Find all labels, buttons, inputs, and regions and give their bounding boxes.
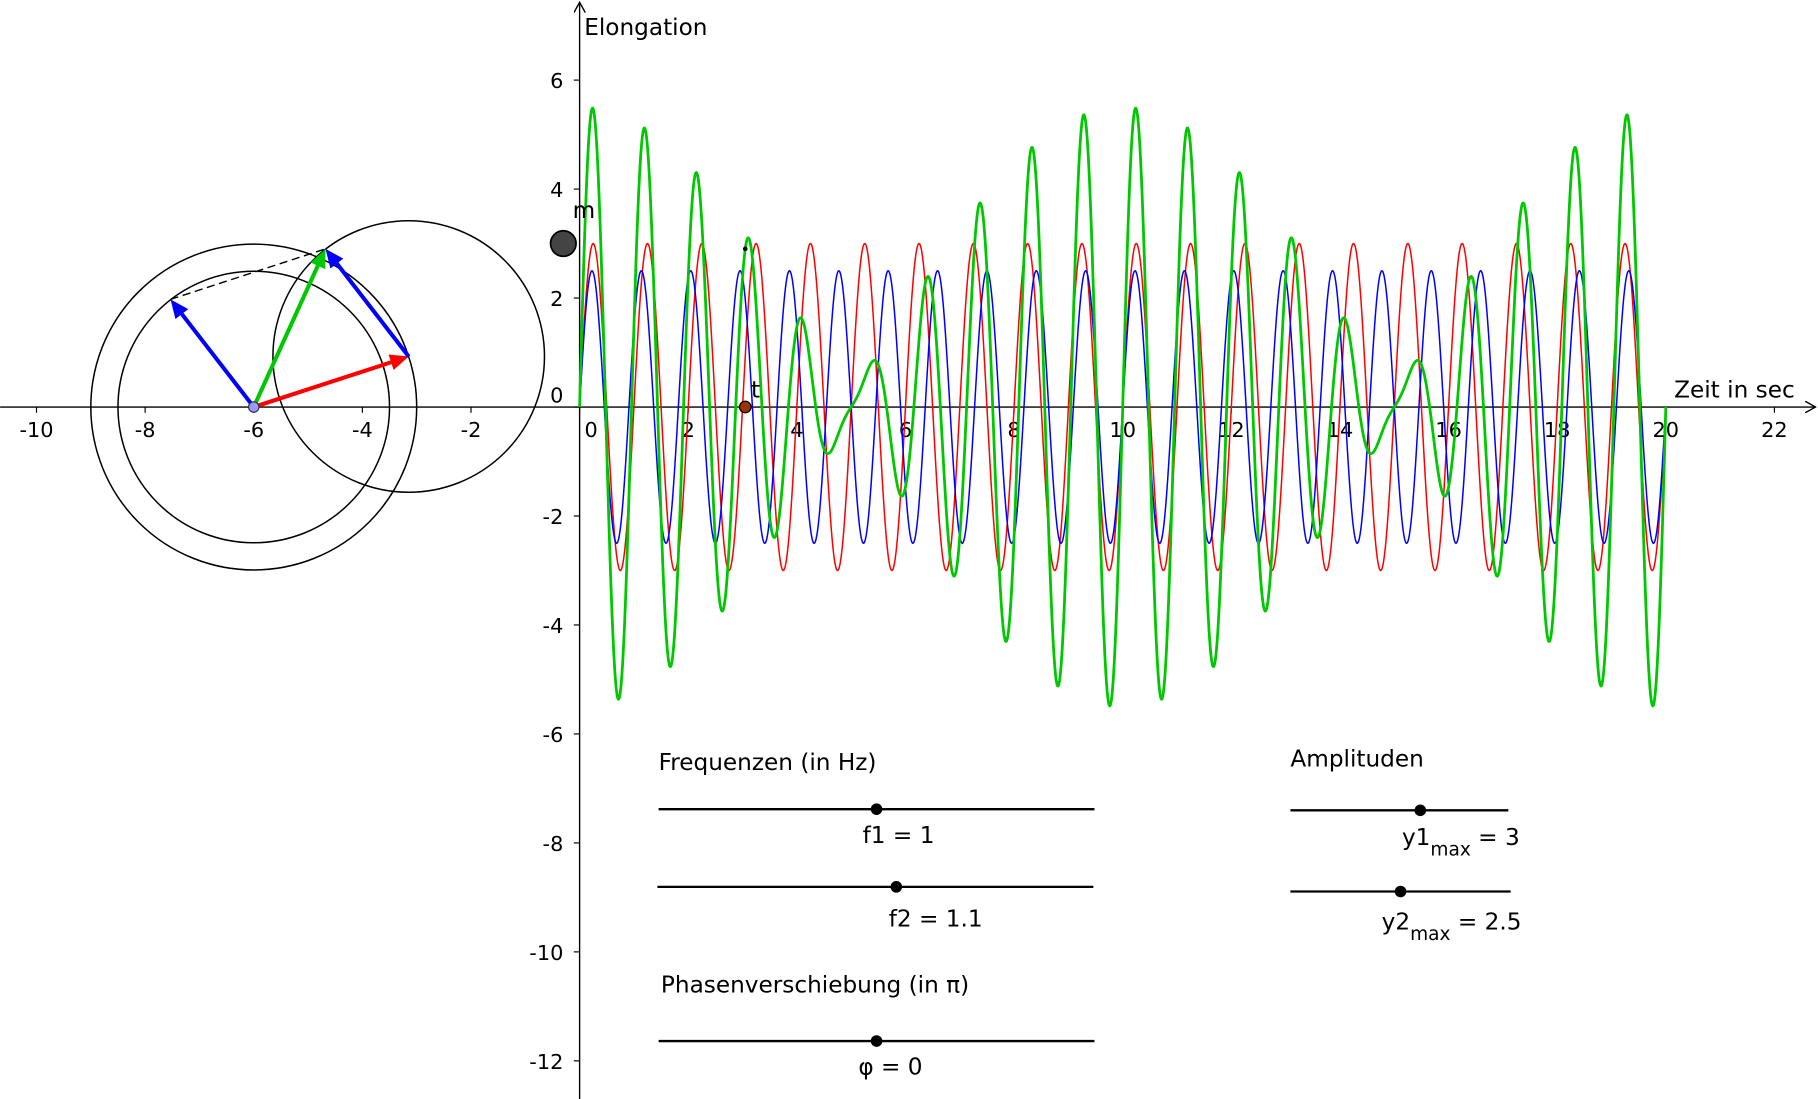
label-part: y1 (1402, 824, 1430, 851)
point-label: t (751, 377, 760, 404)
slider-label: y2max = 2.5 (1382, 909, 1522, 945)
dashed-line (170, 248, 326, 301)
vector (180, 312, 256, 409)
slider-handle[interactable] (1414, 804, 1427, 817)
phasor-circle (117, 270, 391, 544)
phasor-circle (272, 219, 546, 494)
slider-group-title: Amplituden (1290, 745, 1423, 772)
vector (335, 262, 411, 358)
label-part: = 2.5 (1450, 909, 1521, 936)
vector-head (170, 299, 189, 320)
y-tick-label: -6 (543, 723, 564, 747)
y-tick-label: -10 (529, 941, 563, 965)
vector (251, 264, 320, 408)
point-m[interactable] (549, 229, 577, 258)
x-tick-label: -10 (19, 418, 53, 442)
y-axis-label: Elongation (584, 14, 707, 41)
y-tick-label: 4 (550, 178, 563, 202)
x-tick-label: 16 (1435, 418, 1462, 442)
vector-head (325, 248, 344, 269)
label-part: = 3 (1471, 824, 1520, 851)
vector-head (310, 248, 326, 270)
x-tick-label: 2 (682, 418, 695, 442)
plot: mt (90, 106, 1668, 708)
y-tick-label: -12 (529, 1050, 563, 1074)
point-t[interactable] (738, 400, 752, 414)
curve (578, 106, 1668, 708)
y-tick-label: -2 (543, 505, 564, 529)
vector-head (388, 354, 409, 370)
slider-label: y1max = 3 (1402, 824, 1520, 860)
y-tick-label: -4 (543, 614, 564, 638)
label-part: max (1410, 924, 1450, 945)
label-part: f1 = 1 (863, 822, 935, 849)
slider-handle[interactable] (870, 803, 883, 815)
slider-handle[interactable] (870, 1035, 883, 1047)
x-tick-label: 12 (1218, 418, 1245, 442)
slider-group-title: Frequenzen (in Hz) (659, 749, 877, 776)
x-tick-label: 0 (585, 418, 598, 442)
phasor-center (247, 401, 260, 413)
sliders: Frequenzen (in Hz) Amplituden Phasenversch… (657, 745, 1522, 1081)
x-tick-label: 22 (1761, 418, 1788, 442)
y-tick-label: 2 (550, 287, 563, 311)
slider-group-title: Phasenverschiebung (in π) (661, 971, 969, 998)
y-tick-label: 0 (550, 383, 563, 407)
slider-handle[interactable] (890, 881, 903, 893)
curve-point (742, 246, 748, 252)
x-tick-label: -6 (243, 418, 264, 442)
x-tick-label: -2 (461, 418, 482, 442)
vector (253, 360, 392, 409)
x-tick-label: 4 (790, 418, 803, 442)
label-part: max (1430, 840, 1470, 861)
point-label: m (573, 197, 596, 224)
label-part: y2 (1382, 909, 1410, 936)
slider-label: f1 = 1 (863, 822, 935, 849)
slider-handle[interactable] (1394, 885, 1407, 898)
label-part: φ = 0 (858, 1054, 922, 1081)
y-tick-label: 6 (550, 69, 563, 93)
phasor-circle (90, 243, 418, 571)
slider-label: f2 = 1.1 (889, 905, 983, 932)
y-tick-label: -8 (543, 832, 564, 856)
x-axis-label: Zeit in sec (1674, 377, 1795, 404)
x-tick-label: -4 (352, 418, 373, 442)
x-tick-label: -8 (135, 418, 156, 442)
label-part: f2 = 1.1 (889, 905, 983, 932)
slider-label: φ = 0 (858, 1054, 922, 1081)
